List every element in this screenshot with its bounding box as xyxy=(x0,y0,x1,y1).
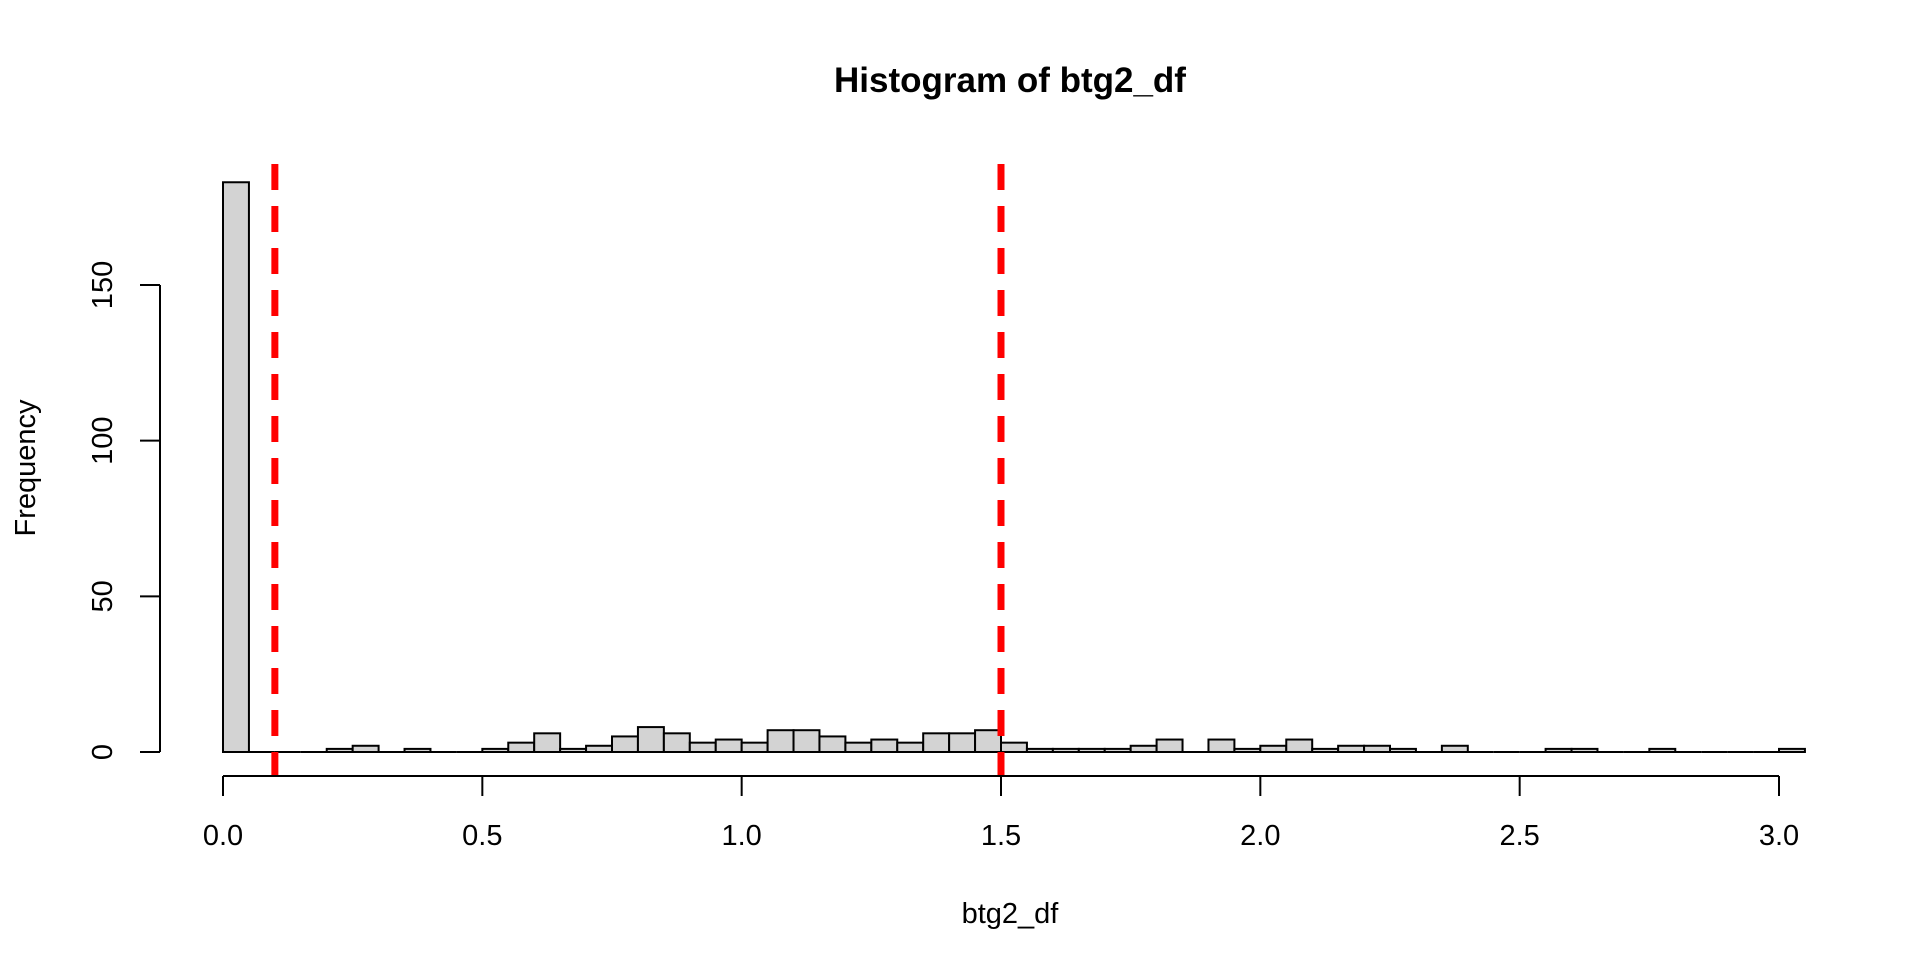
histogram-bar xyxy=(818,735,847,754)
histogram-bar xyxy=(611,735,639,754)
x-axis: 0.0 0.5 1.0 1.5 2.0 2.5 3.0 xyxy=(203,775,1799,852)
histogram-bar xyxy=(222,181,250,753)
histogram-bar xyxy=(922,732,951,754)
histogram-bar xyxy=(766,729,795,753)
x-tick-label: 2.0 xyxy=(1240,820,1280,852)
histogram-bar xyxy=(636,726,665,753)
histogram-bar xyxy=(1570,747,1599,753)
histogram-bar xyxy=(1051,747,1080,753)
histogram-bar xyxy=(1000,741,1028,753)
histogram-bar xyxy=(714,738,743,754)
x-tick-label: 0.0 xyxy=(203,820,243,852)
histogram-bar xyxy=(688,741,717,753)
histogram-bar xyxy=(1544,747,1573,753)
histogram-bar xyxy=(1648,747,1677,753)
histogram-bar xyxy=(481,747,510,753)
histogram-bar xyxy=(351,744,380,753)
chart-title: Histogram of btg2_df xyxy=(834,61,1186,100)
histogram-bar xyxy=(1311,747,1340,753)
x-tick-label: 2.5 xyxy=(1500,820,1540,852)
histogram-bars xyxy=(222,181,1806,754)
reference-lines xyxy=(271,164,1005,775)
histogram-bar xyxy=(1025,747,1054,753)
histogram-bar xyxy=(1337,744,1366,753)
histogram-bar xyxy=(1129,744,1158,753)
histogram-bar xyxy=(403,747,432,753)
histogram-bar xyxy=(948,732,977,754)
histogram-bar xyxy=(325,747,354,753)
x-axis-label: btg2_df xyxy=(962,898,1060,930)
histogram-bar xyxy=(1077,747,1106,753)
histogram-bar xyxy=(507,741,536,753)
histogram-bar xyxy=(1155,738,1184,754)
histogram-bar xyxy=(896,741,925,753)
x-tick-label: 0.5 xyxy=(462,820,502,852)
histogram-bar xyxy=(662,732,691,754)
histogram-bar xyxy=(533,732,562,754)
histogram-bar xyxy=(1233,747,1262,753)
histogram-bar xyxy=(1103,747,1132,753)
histogram-bar xyxy=(974,729,1002,753)
histogram-bar xyxy=(870,738,899,754)
histogram-bar xyxy=(1440,744,1469,753)
y-tick-label: 150 xyxy=(87,261,119,309)
histogram-bar xyxy=(1389,747,1417,753)
histogram-bar xyxy=(844,741,873,753)
y-axis-label: Frequency xyxy=(10,399,42,537)
y-tick-label: 100 xyxy=(87,416,119,464)
histogram-bar xyxy=(1259,744,1288,753)
y-axis: 0 50 100 150 xyxy=(87,261,161,760)
histogram-bar xyxy=(1778,747,1806,753)
x-tick-label: 1.0 xyxy=(722,820,762,852)
histogram-bar xyxy=(1285,738,1314,754)
y-tick-label: 0 xyxy=(87,744,119,760)
histogram-bar xyxy=(559,747,588,753)
histogram-bar xyxy=(1207,738,1236,754)
y-tick-label: 50 xyxy=(87,580,119,612)
x-tick-label: 1.5 xyxy=(981,820,1021,852)
histogram-bar xyxy=(792,729,821,753)
x-tick-label: 3.0 xyxy=(1759,820,1799,852)
histogram-bar xyxy=(740,741,769,753)
histogram-bar xyxy=(1363,744,1391,753)
histogram-bar xyxy=(585,744,613,753)
